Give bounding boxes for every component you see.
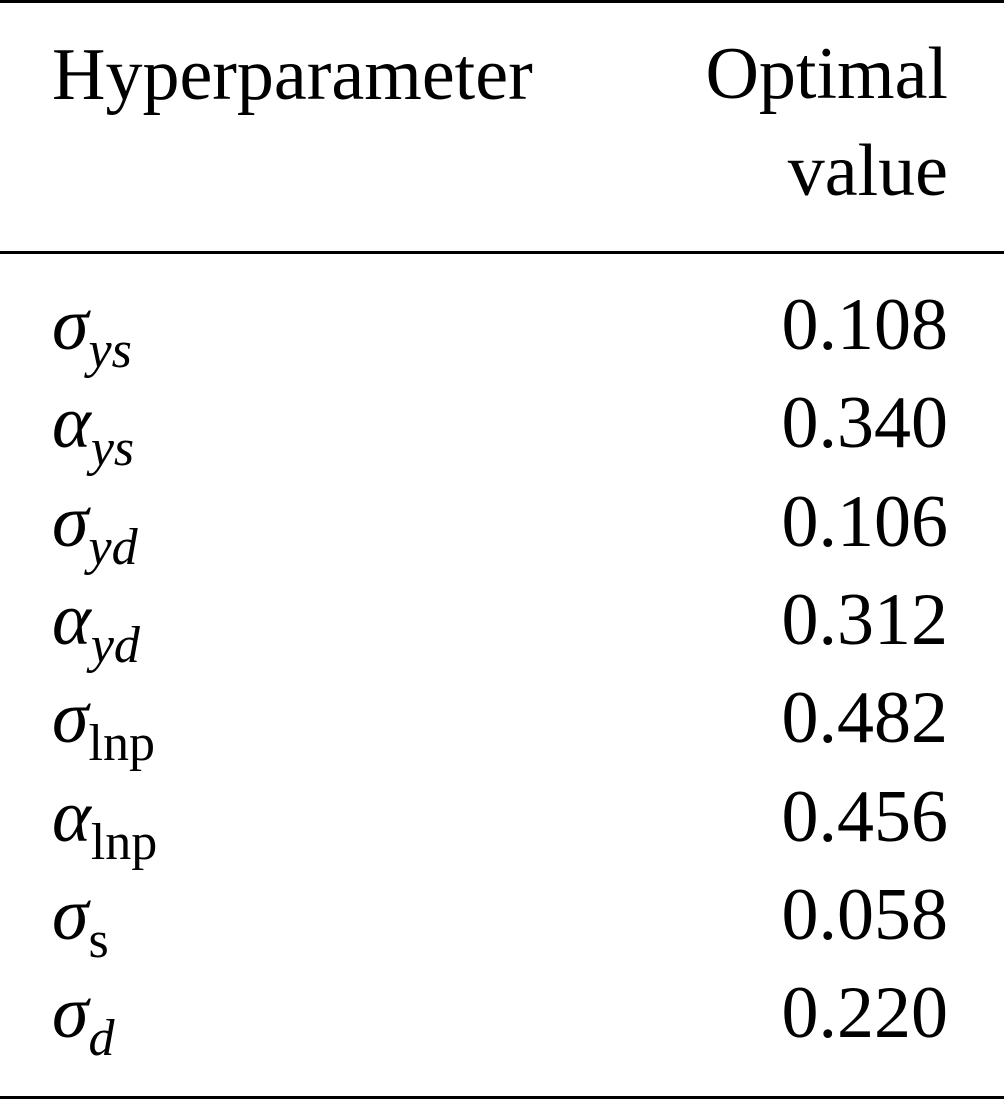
top-rule [0,0,1004,3]
symbol: σ [52,972,89,1055]
value-cell: 0.108 [781,284,949,366]
header-cell: Hyperparameter [52,34,533,116]
subscript: lnp [90,813,158,871]
header-cell: Optimal value [705,33,948,212]
subscript: ys [90,420,135,478]
subscript: s [88,911,109,969]
parameter-cell: σd [52,964,115,1070]
bottom-rule [0,1096,1004,1099]
parameter-cell: αys [52,374,134,480]
parameter-cell: σyd [52,473,138,579]
subscript: lnp [88,715,155,773]
value-cell: 0.106 [781,480,949,563]
parameter-cell: αyd [52,571,140,677]
symbol: σ [52,284,89,366]
value-cell: 0.340 [781,382,949,465]
parameter-cell: αlnp [52,768,157,874]
subscript: ys [88,322,132,379]
parameter-cell: σlnp [52,669,155,775]
symbol: σ [52,677,89,760]
parameter-cell: σys [52,276,132,382]
symbol: α [52,775,91,858]
subscript: yd [88,518,138,576]
value-cell: 0.456 [781,775,949,858]
value-cell: 0.220 [781,972,949,1055]
symbol: σ [52,480,89,563]
subscript: yd [90,616,140,674]
parameter-cell: σs [52,866,109,972]
symbol: α [52,382,91,465]
symbol: α [52,578,91,661]
value-cell: 0.482 [781,677,949,760]
value-cell: 0.058 [781,873,949,956]
mid-rule [0,251,1004,254]
value-cell: 0.312 [781,578,949,661]
symbol: σ [52,873,89,956]
subscript: d [88,1010,115,1068]
